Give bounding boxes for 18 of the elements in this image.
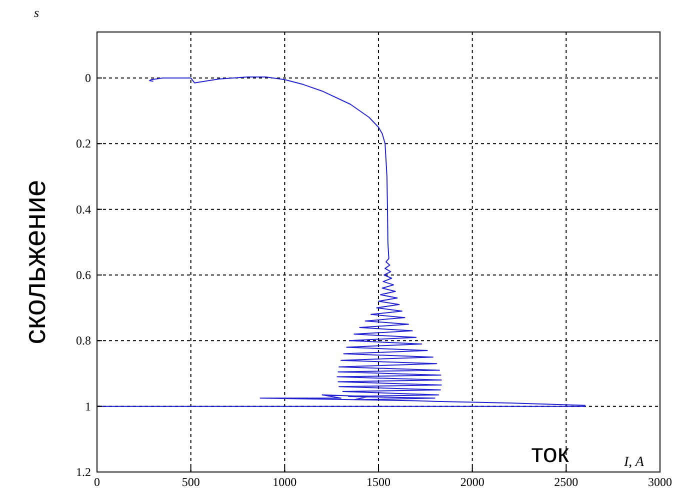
y-tick-label: 0	[85, 70, 91, 85]
x-axis-title: I, A	[623, 455, 644, 470]
y-axis-title: s	[34, 5, 40, 20]
x-tick-label: 1500	[366, 475, 390, 489]
y-tick-label: 0.2	[76, 136, 91, 151]
text: скольжение	[19, 180, 52, 344]
x-tick-label: 3000	[648, 475, 672, 489]
y-tick-label: 0.4	[76, 202, 91, 216]
x-tick-label: 2500	[554, 475, 578, 489]
x-tick-label: 2000	[460, 475, 484, 489]
x-tick-label: 0	[94, 475, 100, 489]
x-tick-label: 500	[182, 475, 200, 489]
y-tick-label: 1	[85, 399, 91, 414]
x-tick-label: 1000	[272, 475, 297, 489]
y-tick-label: 1.2	[76, 465, 91, 479]
y-tick-label: 0.6	[76, 268, 91, 282]
y-tick-label: 0.8	[76, 334, 91, 348]
annotation: ток	[531, 438, 570, 468]
